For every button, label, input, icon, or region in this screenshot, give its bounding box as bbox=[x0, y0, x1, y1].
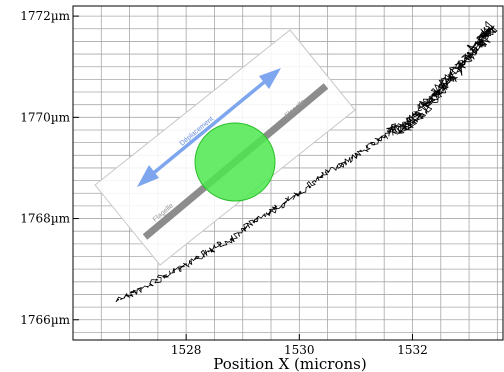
y-tick-label: 1766µm bbox=[20, 313, 70, 327]
trajectory-point bbox=[411, 121, 414, 124]
trajectory-point bbox=[230, 237, 233, 240]
y-tick-label: 1770µm bbox=[20, 110, 70, 124]
x-tick-label: 1528 bbox=[171, 343, 202, 357]
trajectory-point bbox=[366, 146, 369, 149]
trajectory-point bbox=[207, 250, 210, 253]
trajectory-point bbox=[321, 174, 323, 177]
x-tick-label: 1530 bbox=[284, 343, 315, 357]
trajectory-point bbox=[428, 101, 431, 103]
trajectory-point bbox=[389, 131, 391, 134]
trajectory-point bbox=[445, 81, 448, 83]
cell-body bbox=[194, 122, 276, 202]
plot-frame bbox=[72, 5, 504, 341]
chart-axes: 1528 1530 1532 1766µm 1768µm 1770µm 1772µm bbox=[20, 5, 504, 357]
trajectory-point bbox=[253, 220, 255, 222]
y-tick-label: 1768µm bbox=[20, 212, 70, 226]
displacement-arrowhead-left bbox=[137, 165, 159, 187]
x-axis-label: Position X (microns) bbox=[213, 355, 366, 372]
trajectory-point bbox=[117, 298, 120, 301]
trajectory-line bbox=[115, 21, 498, 303]
trajectory-point bbox=[490, 25, 493, 28]
cell-diagram-inset: Déplacement Flagelle Flagelle bbox=[94, 29, 356, 266]
x-tick-label: 1532 bbox=[397, 343, 428, 357]
trajectory-point bbox=[462, 60, 465, 63]
trajectory-point bbox=[275, 207, 278, 210]
displacement-arrow bbox=[148, 77, 270, 178]
chart-grid bbox=[72, 6, 503, 340]
trajectory-point bbox=[185, 263, 187, 265]
trajectory-point bbox=[140, 288, 142, 291]
trajectory-point bbox=[162, 275, 165, 278]
trajectory-point bbox=[298, 192, 301, 195]
displacement-arrowhead-right bbox=[259, 68, 281, 89]
trajectory-point bbox=[479, 40, 482, 43]
trajectory-series bbox=[115, 21, 498, 303]
y-tick-label: 1772µm bbox=[20, 9, 70, 23]
trajectory-point bbox=[343, 162, 346, 164]
